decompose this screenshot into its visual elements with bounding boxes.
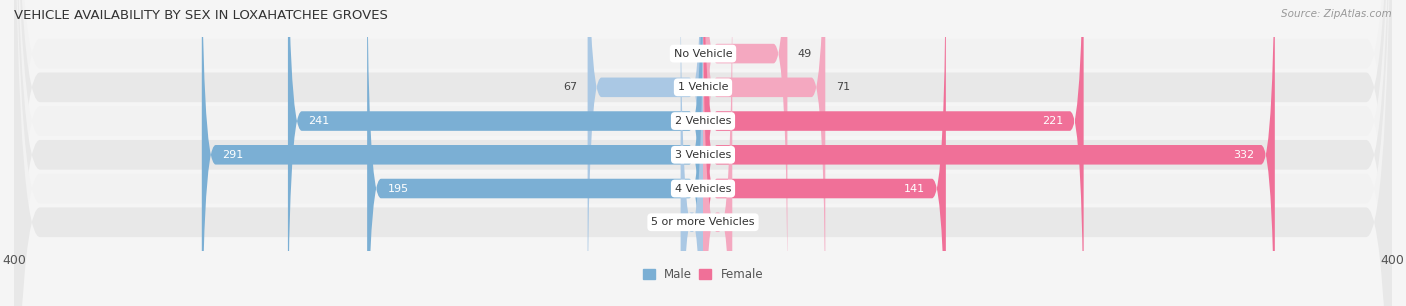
Text: 291: 291 bbox=[222, 150, 243, 160]
Text: 71: 71 bbox=[835, 82, 849, 92]
FancyBboxPatch shape bbox=[703, 0, 825, 306]
Text: 17: 17 bbox=[742, 217, 756, 227]
FancyBboxPatch shape bbox=[681, 0, 703, 306]
Text: 221: 221 bbox=[1042, 116, 1063, 126]
Text: 0: 0 bbox=[688, 49, 695, 58]
FancyBboxPatch shape bbox=[703, 0, 733, 306]
FancyBboxPatch shape bbox=[14, 0, 1392, 306]
FancyBboxPatch shape bbox=[367, 0, 703, 306]
FancyBboxPatch shape bbox=[14, 0, 1392, 306]
FancyBboxPatch shape bbox=[14, 0, 1392, 306]
FancyBboxPatch shape bbox=[703, 0, 1084, 306]
FancyBboxPatch shape bbox=[703, 0, 1275, 306]
FancyBboxPatch shape bbox=[14, 0, 1392, 306]
Text: 3 Vehicles: 3 Vehicles bbox=[675, 150, 731, 160]
FancyBboxPatch shape bbox=[14, 0, 1392, 306]
Text: 67: 67 bbox=[564, 82, 578, 92]
Legend: Male, Female: Male, Female bbox=[641, 266, 765, 284]
FancyBboxPatch shape bbox=[703, 0, 787, 306]
FancyBboxPatch shape bbox=[703, 0, 946, 306]
Text: 332: 332 bbox=[1233, 150, 1254, 160]
Text: 49: 49 bbox=[797, 49, 813, 58]
FancyBboxPatch shape bbox=[588, 0, 703, 306]
Text: 1 Vehicle: 1 Vehicle bbox=[678, 82, 728, 92]
FancyBboxPatch shape bbox=[202, 0, 703, 306]
Text: VEHICLE AVAILABILITY BY SEX IN LOXAHATCHEE GROVES: VEHICLE AVAILABILITY BY SEX IN LOXAHATCH… bbox=[14, 9, 388, 22]
Text: 141: 141 bbox=[904, 184, 925, 193]
Text: 4 Vehicles: 4 Vehicles bbox=[675, 184, 731, 193]
Text: 5 or more Vehicles: 5 or more Vehicles bbox=[651, 217, 755, 227]
Text: 2 Vehicles: 2 Vehicles bbox=[675, 116, 731, 126]
Text: 13: 13 bbox=[657, 217, 671, 227]
Text: 241: 241 bbox=[308, 116, 330, 126]
FancyBboxPatch shape bbox=[288, 0, 703, 306]
Text: No Vehicle: No Vehicle bbox=[673, 49, 733, 58]
Text: 195: 195 bbox=[388, 184, 409, 193]
Text: Source: ZipAtlas.com: Source: ZipAtlas.com bbox=[1281, 9, 1392, 19]
FancyBboxPatch shape bbox=[14, 0, 1392, 306]
